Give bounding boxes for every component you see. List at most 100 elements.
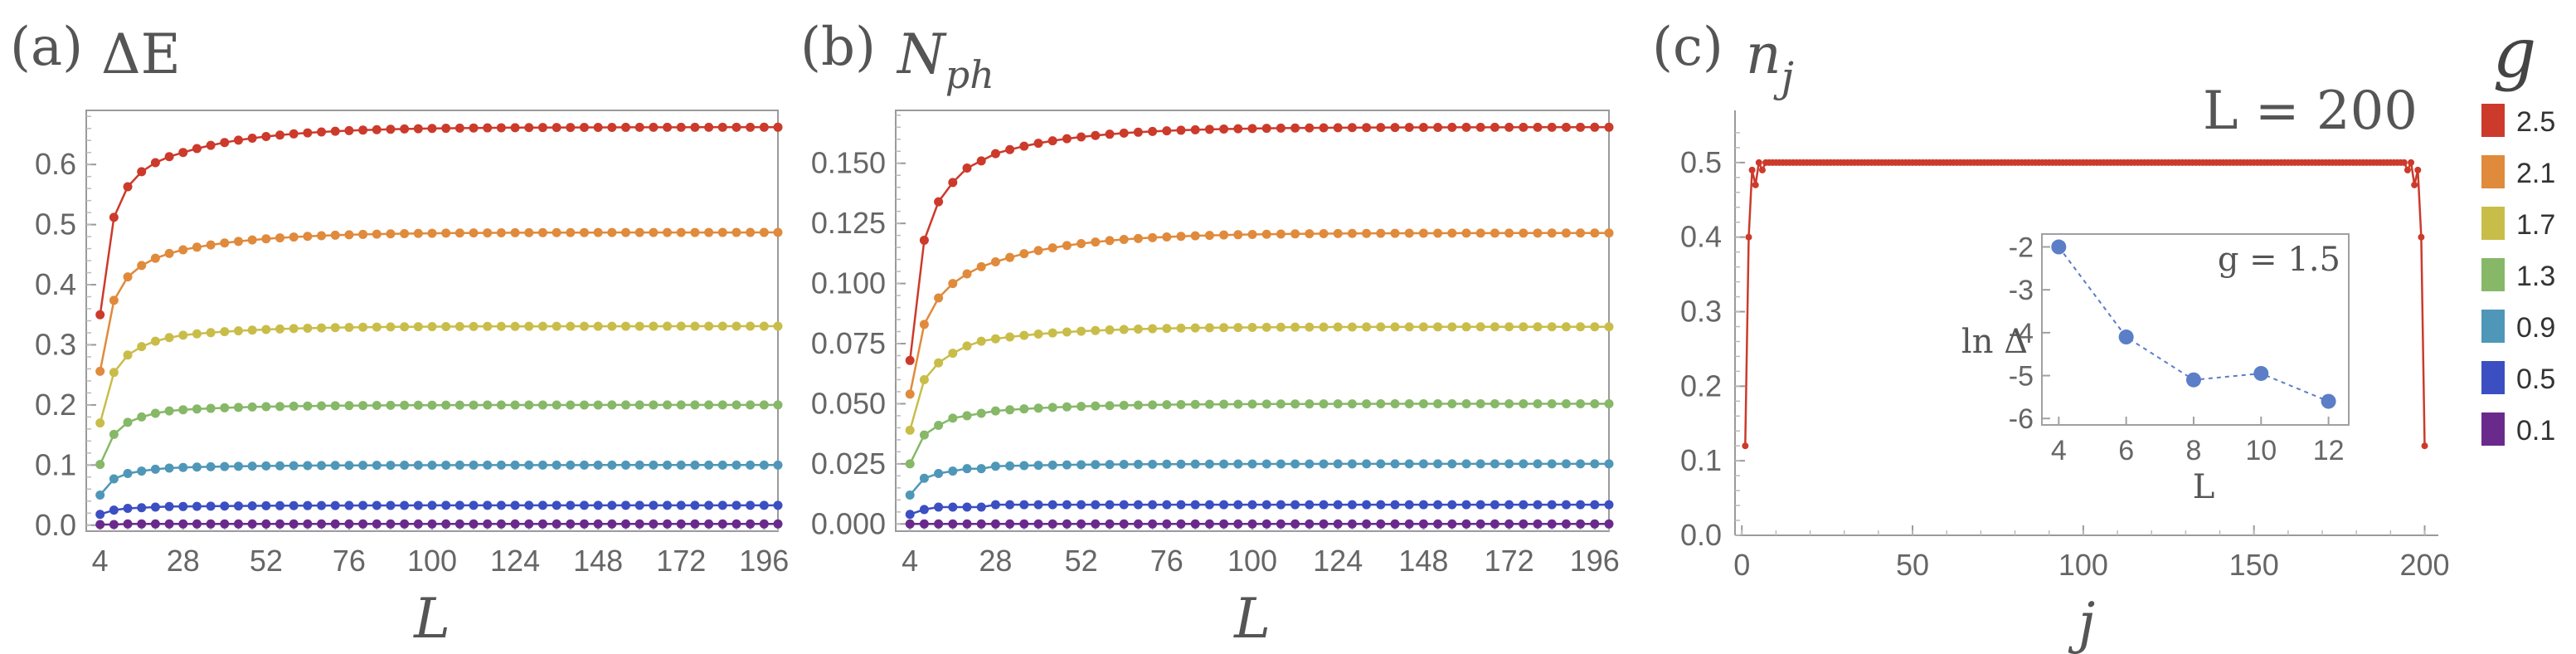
data-point <box>1376 123 1386 133</box>
data-point <box>1604 228 1614 238</box>
data-point <box>261 402 271 412</box>
data-point <box>773 500 783 510</box>
data-point <box>206 328 216 338</box>
data-point <box>1404 123 1414 133</box>
data-point <box>537 519 547 529</box>
data-point <box>1758 166 1766 173</box>
data-point <box>1752 181 1759 188</box>
data-point <box>1033 500 1043 510</box>
data-point <box>317 231 327 241</box>
data-point <box>1490 122 1499 132</box>
data-point <box>2400 159 2408 166</box>
data-point <box>1162 500 1172 510</box>
data-point <box>1033 461 1043 471</box>
inset-x-tick-label: 6 <box>2118 435 2134 466</box>
data-point <box>1091 500 1101 510</box>
data-point <box>690 227 700 237</box>
data-point <box>934 293 944 303</box>
data-point <box>649 500 659 510</box>
data-point <box>1105 519 1115 529</box>
data-point <box>524 519 534 529</box>
data-point <box>663 122 673 132</box>
data-point <box>1547 459 1557 469</box>
y-tick-label: 0.4 <box>1680 220 1722 254</box>
series-line-g-0.5 <box>909 503 1609 515</box>
data-point <box>1005 461 1015 471</box>
data-point <box>663 460 673 470</box>
data-point <box>454 519 464 529</box>
data-point <box>704 122 714 132</box>
data-point <box>1333 228 1343 238</box>
legend-swatch <box>2481 155 2505 188</box>
data-point <box>1261 399 1271 409</box>
data-point <box>1447 322 1457 332</box>
data-point <box>386 124 396 134</box>
x-tick-label: 196 <box>739 544 789 578</box>
data-point <box>206 519 216 529</box>
data-point <box>1433 399 1443 409</box>
data-point <box>1119 460 1129 470</box>
data-point <box>178 405 188 415</box>
data-point <box>413 322 423 332</box>
data-point <box>150 464 160 474</box>
data-point <box>1504 500 1514 510</box>
data-point <box>233 403 243 412</box>
data-point <box>731 122 741 132</box>
data-point <box>1418 459 1428 469</box>
data-point <box>178 501 188 511</box>
data-point <box>1105 500 1115 510</box>
data-point <box>1290 322 1300 332</box>
data-point <box>1547 519 1557 529</box>
data-point <box>1547 228 1557 238</box>
data-point <box>1204 399 1214 409</box>
x-tick-label: 148 <box>1398 544 1448 578</box>
data-point <box>1347 123 1357 133</box>
data-point <box>1033 246 1043 256</box>
data-point <box>566 227 576 237</box>
data-point <box>1533 500 1543 510</box>
data-point <box>1305 459 1315 469</box>
data-point <box>1276 500 1286 510</box>
y-tick-label: 0.050 <box>811 386 886 420</box>
data-point <box>400 500 410 510</box>
x-tick-label: 28 <box>167 544 200 578</box>
data-point <box>164 406 174 416</box>
data-point <box>1105 460 1115 470</box>
data-point <box>303 128 313 138</box>
data-point <box>400 400 410 410</box>
data-point <box>1077 460 1086 470</box>
data-point <box>649 519 659 529</box>
data-point <box>330 323 340 333</box>
data-point <box>773 321 783 331</box>
data-point <box>634 460 644 470</box>
data-point <box>1233 399 1243 409</box>
x-tick-label: 124 <box>1313 544 1363 578</box>
data-point <box>607 321 617 331</box>
data-point <box>1047 136 1057 146</box>
data-point <box>593 400 603 410</box>
data-point <box>976 502 986 512</box>
data-point <box>773 519 783 529</box>
data-point <box>178 245 188 255</box>
data-point <box>123 468 133 478</box>
data-point <box>1033 403 1043 413</box>
inset-y-tick-label: -4 <box>2009 318 2034 349</box>
data-point <box>206 240 216 250</box>
data-point <box>731 321 741 331</box>
data-point <box>2403 166 2411 173</box>
data-point <box>303 232 313 242</box>
data-point <box>1504 398 1514 408</box>
inset-y-tick-label: -3 <box>2009 275 2034 306</box>
data-point <box>919 430 929 440</box>
data-point <box>759 519 769 529</box>
data-point <box>178 330 188 340</box>
data-point <box>1347 519 1357 529</box>
data-point <box>593 500 603 510</box>
data-point <box>1219 459 1229 469</box>
inset-data-point <box>2321 393 2336 409</box>
data-point <box>178 519 188 529</box>
data-point <box>1019 141 1029 151</box>
data-point <box>690 500 700 510</box>
data-point <box>1504 459 1514 469</box>
data-point <box>1490 322 1499 332</box>
